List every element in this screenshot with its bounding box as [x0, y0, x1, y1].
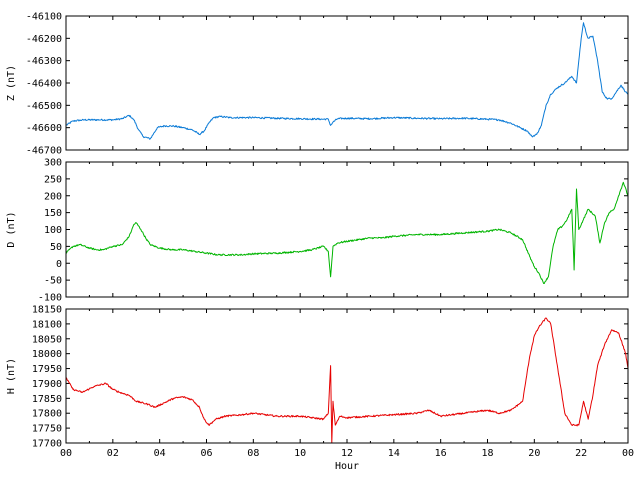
plot-frame-z [65, 15, 629, 151]
x-tick-label-5: 10 [294, 448, 306, 459]
y-axis-label-d: D (nT) [6, 211, 17, 247]
x-tick-label-12: 00 [622, 448, 634, 459]
y-tick-label-d-7: -50 [44, 276, 62, 287]
y-tick-label-z-1: -46200 [26, 34, 62, 45]
y-tick-label-d-3: 150 [44, 208, 62, 219]
x-tick-label-8: 16 [435, 448, 447, 459]
y-tick-label-z-2: -46300 [26, 56, 62, 67]
y-tick-label-d-2: 200 [44, 191, 62, 202]
y-tick-label-z-0: -46100 [26, 12, 62, 23]
y-tick-label-z-4: -46500 [26, 101, 62, 112]
x-tick-label-3: 06 [200, 448, 212, 459]
y-tick-label-h-1: 18100 [32, 319, 62, 330]
x-tick-label-1: 02 [107, 448, 119, 459]
y-tick-label-z-6: -46700 [26, 146, 62, 157]
panel-z: -46100 -46200 -46300 -46400 -46500 -46600 -467… [6, 12, 629, 157]
y-tick-label-h-8: 17750 [32, 424, 62, 435]
x-tick-label-9: 18 [481, 448, 493, 459]
y-tick-label-d-6: 0 [56, 259, 62, 270]
y-tick-label-z-5: -46600 [26, 123, 62, 134]
plot-frame-d [65, 161, 629, 298]
x-tick-label-4: 08 [247, 448, 259, 459]
y-tick-label-h-2: 18050 [32, 334, 62, 345]
y-tick-label-h-6: 17850 [32, 394, 62, 405]
y-tick-label-d-1: 250 [44, 174, 62, 185]
y-tick-label-d-8: -100 [38, 293, 62, 304]
y-tick-label-h-9: 17700 [32, 439, 62, 450]
series-line-h [66, 317, 628, 443]
y-tick-label-h-4: 17950 [32, 364, 62, 375]
y-tick-label-h-0: 18150 [32, 305, 62, 316]
y-tick-label-h-3: 18000 [32, 349, 62, 360]
x-tick-label-11: 22 [575, 448, 587, 459]
x-tick-label-7: 14 [388, 448, 400, 459]
y-tick-label-h-5: 17900 [32, 379, 62, 390]
y-tick-label-d-0: 300 [44, 158, 62, 169]
y-tick-label-d-4: 100 [44, 225, 62, 236]
series-line-d [66, 181, 628, 284]
panel-d: 300 250 200 150 100 50 0 -50 -100 D (nT) [6, 158, 629, 304]
y-tick-label-z-3: -46400 [26, 79, 62, 90]
x-axis-label: Hour [335, 461, 359, 472]
x-tick-label-6: 12 [341, 448, 353, 459]
x-tick-label-0: 00 [60, 448, 72, 459]
series-line-z [66, 22, 628, 140]
y-tick-label-h-7: 17800 [32, 409, 62, 420]
y-axis-label-h: H (nT) [6, 358, 17, 394]
plot-frame-h [65, 308, 629, 444]
panel-h: 18150 18100 18050 18000 17950 17900 17850 17800… [6, 305, 634, 473]
x-tick-label-10: 20 [528, 448, 540, 459]
x-tick-label-2: 04 [154, 448, 166, 459]
y-axis-label-z: Z (nT) [6, 65, 17, 101]
y-tick-label-d-5: 50 [50, 242, 62, 253]
